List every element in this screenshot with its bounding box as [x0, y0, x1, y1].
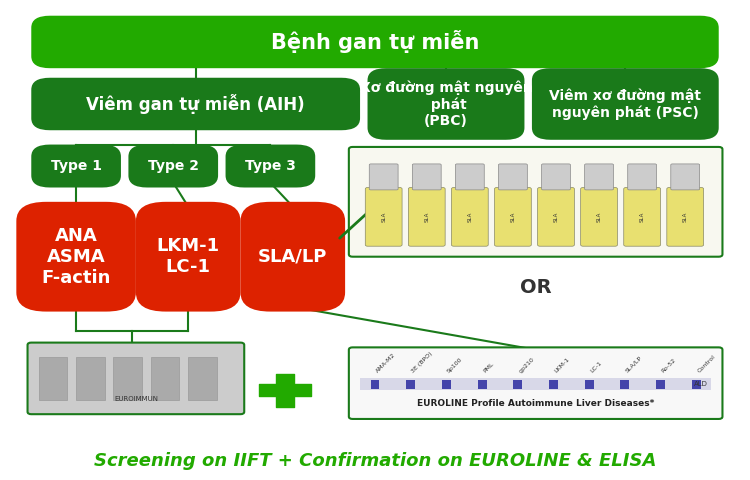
Text: SLA: SLA: [424, 212, 429, 222]
FancyBboxPatch shape: [624, 188, 661, 246]
Text: Type 3: Type 3: [245, 159, 296, 173]
Text: Sp100: Sp100: [446, 356, 464, 373]
Text: Viêm xơ đường mật
nguyên phát (PSC): Viêm xơ đường mật nguyên phát (PSC): [549, 88, 701, 120]
Text: OR: OR: [520, 278, 551, 297]
FancyBboxPatch shape: [513, 380, 522, 389]
Text: SLA: SLA: [596, 212, 602, 222]
Text: LC-1: LC-1: [590, 360, 603, 373]
Text: Type 2: Type 2: [148, 159, 199, 173]
FancyBboxPatch shape: [408, 188, 446, 246]
FancyBboxPatch shape: [406, 380, 416, 389]
FancyBboxPatch shape: [28, 343, 245, 414]
FancyBboxPatch shape: [538, 188, 574, 246]
Text: SLA/LP: SLA/LP: [258, 248, 328, 266]
Text: Ro-52: Ro-52: [661, 357, 677, 373]
Text: SLA: SLA: [554, 212, 559, 222]
Text: AMA-M2: AMA-M2: [375, 352, 397, 373]
Text: SLA: SLA: [511, 212, 515, 222]
FancyBboxPatch shape: [113, 357, 142, 400]
Text: SLA: SLA: [381, 212, 386, 222]
FancyBboxPatch shape: [585, 164, 614, 190]
Text: ANA
ASMA
F-actin: ANA ASMA F-actin: [41, 227, 111, 287]
FancyBboxPatch shape: [226, 144, 315, 188]
FancyBboxPatch shape: [549, 380, 558, 389]
Text: SLA: SLA: [682, 212, 688, 222]
Text: SLA/LP: SLA/LP: [625, 355, 644, 373]
FancyBboxPatch shape: [478, 380, 487, 389]
FancyBboxPatch shape: [365, 188, 402, 246]
FancyBboxPatch shape: [39, 357, 68, 400]
FancyBboxPatch shape: [656, 380, 665, 389]
FancyBboxPatch shape: [452, 188, 488, 246]
FancyBboxPatch shape: [542, 164, 571, 190]
Text: Bệnh gan tự miễn: Bệnh gan tự miễn: [271, 30, 479, 53]
FancyBboxPatch shape: [413, 164, 441, 190]
FancyBboxPatch shape: [692, 380, 700, 389]
FancyBboxPatch shape: [580, 188, 617, 246]
FancyBboxPatch shape: [620, 380, 629, 389]
Text: Screening on IIFT + Confirmation on EUROLINE & ELISA: Screening on IIFT + Confirmation on EURO…: [94, 452, 656, 470]
Text: gp210: gp210: [518, 356, 536, 373]
Text: Viêm gan tự miễn (AIH): Viêm gan tự miễn (AIH): [86, 94, 305, 114]
FancyBboxPatch shape: [585, 380, 594, 389]
FancyBboxPatch shape: [455, 164, 484, 190]
FancyBboxPatch shape: [349, 147, 722, 257]
Text: PML: PML: [482, 361, 494, 373]
FancyBboxPatch shape: [532, 68, 718, 140]
FancyBboxPatch shape: [670, 164, 700, 190]
Text: SLA: SLA: [467, 212, 472, 222]
Text: EUROIMMUN: EUROIMMUN: [114, 396, 158, 402]
FancyBboxPatch shape: [76, 357, 104, 400]
FancyBboxPatch shape: [128, 144, 218, 188]
FancyBboxPatch shape: [16, 202, 136, 312]
FancyBboxPatch shape: [368, 68, 524, 140]
FancyBboxPatch shape: [241, 202, 345, 312]
Text: LKM-1
LC-1: LKM-1 LC-1: [157, 237, 220, 276]
Text: 3E (BPO): 3E (BPO): [411, 351, 434, 373]
Text: Control: Control: [696, 354, 716, 373]
FancyBboxPatch shape: [32, 78, 360, 130]
Text: EUROLINE Profile Autoimmune Liver Diseases*: EUROLINE Profile Autoimmune Liver Diseas…: [417, 399, 654, 408]
FancyBboxPatch shape: [360, 378, 711, 390]
Text: ALD: ALD: [694, 381, 707, 387]
FancyBboxPatch shape: [667, 188, 704, 246]
FancyBboxPatch shape: [494, 188, 531, 246]
FancyBboxPatch shape: [136, 202, 241, 312]
FancyBboxPatch shape: [32, 16, 718, 68]
FancyBboxPatch shape: [370, 380, 380, 389]
FancyBboxPatch shape: [349, 348, 722, 419]
Text: SLA: SLA: [640, 212, 645, 222]
Text: Type 1: Type 1: [50, 159, 101, 173]
FancyBboxPatch shape: [369, 164, 398, 190]
Text: Xơ đường mật nguyên
 phát
(PBC): Xơ đường mật nguyên phát (PBC): [359, 80, 532, 128]
FancyBboxPatch shape: [188, 357, 217, 400]
FancyBboxPatch shape: [628, 164, 656, 190]
FancyBboxPatch shape: [32, 144, 121, 188]
FancyBboxPatch shape: [151, 357, 179, 400]
FancyBboxPatch shape: [442, 380, 451, 389]
Text: LKM-1: LKM-1: [554, 357, 571, 373]
FancyBboxPatch shape: [499, 164, 527, 190]
